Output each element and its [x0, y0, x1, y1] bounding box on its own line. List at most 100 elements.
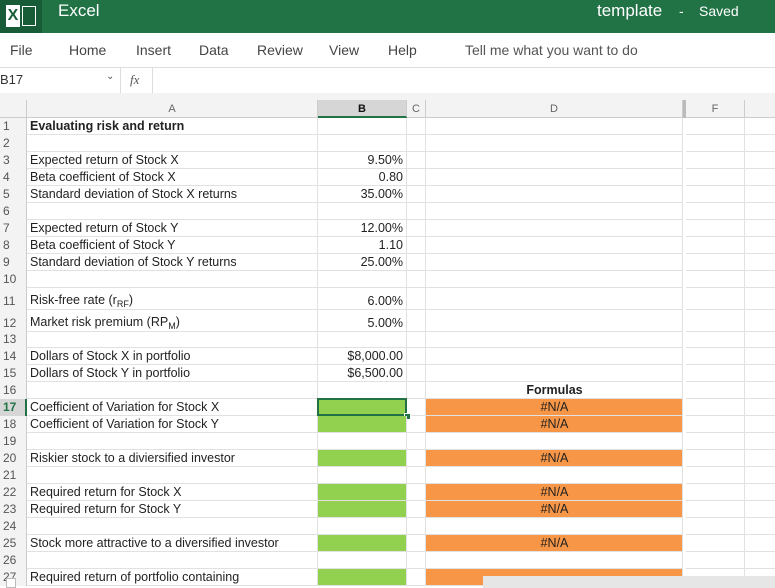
cell[interactable] [318, 254, 407, 271]
cell[interactable] [27, 254, 318, 271]
cell[interactable] [27, 310, 318, 332]
cell[interactable] [686, 118, 745, 135]
cell[interactable] [426, 220, 683, 237]
cell[interactable] [686, 310, 745, 332]
menu-tab[interactable]: Insert [136, 42, 172, 58]
cell[interactable] [686, 271, 745, 288]
tell-me-search[interactable]: Tell me what you want to do [465, 42, 638, 58]
cell[interactable] [318, 332, 407, 348]
row-header[interactable] [0, 220, 27, 237]
cell[interactable] [426, 450, 683, 467]
cell[interactable] [27, 535, 318, 552]
cell[interactable] [407, 152, 426, 169]
cell[interactable] [407, 220, 426, 237]
row-header[interactable] [0, 310, 27, 332]
cell[interactable] [318, 348, 407, 365]
row-header[interactable] [0, 237, 27, 254]
cell[interactable] [745, 220, 775, 237]
cell[interactable] [27, 552, 318, 569]
cell[interactable] [686, 467, 745, 484]
cell[interactable] [318, 237, 407, 254]
cell[interactable] [27, 186, 318, 203]
cell[interactable] [318, 518, 407, 535]
cell[interactable] [426, 169, 683, 186]
cell[interactable] [426, 135, 683, 152]
cell[interactable] [318, 416, 407, 433]
cell[interactable] [745, 118, 775, 135]
cell[interactable] [407, 203, 426, 220]
cell[interactable] [426, 382, 683, 399]
cell[interactable] [318, 118, 407, 135]
cell[interactable] [426, 518, 683, 535]
cell[interactable] [426, 203, 683, 220]
cell[interactable] [745, 203, 775, 220]
cell[interactable] [407, 186, 426, 203]
cell[interactable] [407, 569, 426, 586]
cell[interactable] [686, 382, 745, 399]
row-header[interactable] [0, 152, 27, 169]
cell[interactable] [686, 433, 745, 450]
cell[interactable] [318, 169, 407, 186]
cell[interactable] [318, 569, 407, 586]
cell[interactable] [407, 254, 426, 271]
cell[interactable] [318, 288, 407, 310]
cell[interactable] [318, 271, 407, 288]
cell[interactable] [686, 220, 745, 237]
row-header[interactable] [0, 348, 27, 365]
cell[interactable] [27, 348, 318, 365]
cell[interactable] [686, 450, 745, 467]
cell[interactable] [426, 348, 683, 365]
cell[interactable] [686, 152, 745, 169]
cell[interactable] [426, 288, 683, 310]
cell[interactable] [745, 310, 775, 332]
cell[interactable] [426, 186, 683, 203]
cell[interactable] [426, 501, 683, 518]
row-header[interactable] [0, 254, 27, 271]
cell[interactable] [426, 399, 683, 416]
column-header[interactable]: D [426, 100, 683, 118]
cell[interactable] [27, 332, 318, 348]
cell[interactable] [426, 271, 683, 288]
cell[interactable] [407, 484, 426, 501]
row-header[interactable] [0, 271, 27, 288]
cell[interactable] [27, 433, 318, 450]
cell[interactable] [426, 467, 683, 484]
cell[interactable] [745, 169, 775, 186]
cell[interactable] [745, 237, 775, 254]
cell[interactable] [745, 288, 775, 310]
cell[interactable] [426, 484, 683, 501]
row-header[interactable] [0, 332, 27, 348]
cell[interactable] [686, 254, 745, 271]
sheet-scroll-left[interactable] [6, 578, 16, 588]
cell[interactable] [27, 416, 318, 433]
cell[interactable] [318, 310, 407, 332]
cell[interactable] [745, 433, 775, 450]
cell[interactable] [318, 501, 407, 518]
cell[interactable] [407, 518, 426, 535]
cell[interactable] [686, 399, 745, 416]
row-header[interactable] [0, 203, 27, 220]
cell[interactable] [318, 203, 407, 220]
row-header[interactable] [0, 135, 27, 152]
cell[interactable] [426, 433, 683, 450]
cell[interactable] [318, 186, 407, 203]
cell[interactable] [686, 135, 745, 152]
cell[interactable] [745, 501, 775, 518]
cell[interactable] [407, 450, 426, 467]
cell[interactable] [407, 535, 426, 552]
column-header[interactable]: B [318, 100, 407, 118]
cell[interactable] [745, 382, 775, 399]
cell[interactable] [686, 203, 745, 220]
cell[interactable] [407, 501, 426, 518]
cell[interactable] [27, 152, 318, 169]
cell[interactable] [745, 399, 775, 416]
cell[interactable] [686, 535, 745, 552]
cell[interactable] [745, 450, 775, 467]
cell[interactable] [318, 552, 407, 569]
name-box-dropdown[interactable]: ⌄ [106, 71, 115, 82]
cell[interactable] [745, 365, 775, 382]
cell[interactable] [407, 118, 426, 135]
selected-cell[interactable] [317, 398, 407, 416]
cell[interactable] [426, 118, 683, 135]
cell[interactable] [686, 501, 745, 518]
